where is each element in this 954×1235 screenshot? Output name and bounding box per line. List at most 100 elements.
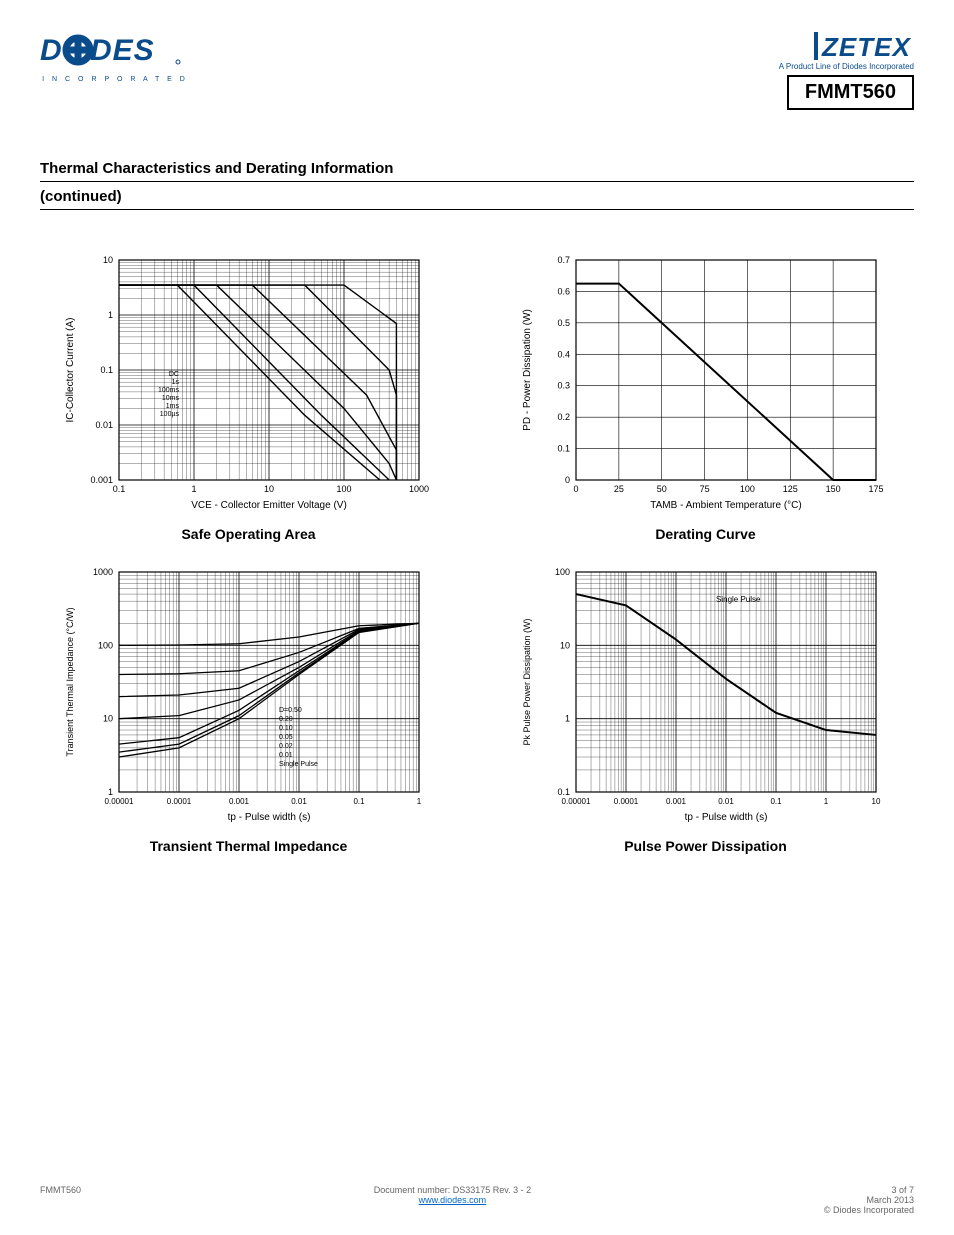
svg-text:0.05: 0.05 bbox=[279, 734, 293, 741]
svg-text:tp - Pulse width (s): tp - Pulse width (s) bbox=[227, 812, 310, 823]
svg-text:0.10: 0.10 bbox=[279, 725, 293, 732]
svg-text:1: 1 bbox=[107, 787, 112, 797]
diodes-incorporated-text: I N C O R P O R A T E D bbox=[42, 76, 188, 83]
diodes-logo: D DES I N C O R P O R A T E D bbox=[40, 30, 190, 83]
thermal-section: Thermal Characteristics and Derating Inf… bbox=[40, 160, 914, 854]
pulse-power-chart-title: Pulse Power Dissipation bbox=[497, 838, 914, 854]
svg-text:100ms: 100ms bbox=[157, 387, 179, 394]
pulse-power-chart: 0.00001 0.0001 0.001 0.01 0.1 1 10 0.1 1 10 100 tp … bbox=[516, 562, 896, 832]
svg-text:PD - Power Dissipation (W): PD - Power Dissipation (W) bbox=[522, 309, 533, 431]
svg-text:25: 25 bbox=[613, 484, 623, 494]
svg-text:0.01: 0.01 bbox=[95, 420, 113, 430]
zetex-logo: ZETEX bbox=[814, 30, 914, 64]
svg-text:1ms: 1ms bbox=[165, 403, 179, 410]
svg-text:Single Pulse: Single Pulse bbox=[716, 595, 761, 604]
svg-text:VCE - Collector Emitter Voltag: VCE - Collector Emitter Voltage (V) bbox=[191, 500, 347, 511]
svg-text:150: 150 bbox=[825, 484, 840, 494]
svg-text:10: 10 bbox=[263, 484, 273, 494]
section-continued: (continued) bbox=[40, 188, 914, 210]
svg-text:Pk Pulse Power Dissipation (W): Pk Pulse Power Dissipation (W) bbox=[522, 618, 532, 745]
svg-text:10: 10 bbox=[102, 255, 112, 265]
diodes-logo-text: D DES bbox=[40, 30, 190, 74]
footer-left: FMMT560 bbox=[40, 1185, 81, 1215]
svg-text:1000: 1000 bbox=[408, 484, 428, 494]
svg-text:100: 100 bbox=[336, 484, 351, 494]
footer-right: 3 of 7 March 2013 © Diodes Incorporated bbox=[824, 1185, 914, 1215]
footer-center: Document number: DS33175 Rev. 3 - 2 www.… bbox=[374, 1185, 531, 1215]
footer-copyright: © Diodes Incorporated bbox=[824, 1205, 914, 1215]
svg-text:1: 1 bbox=[416, 797, 421, 806]
svg-text:0.0001: 0.0001 bbox=[166, 797, 191, 806]
svg-text:0.01: 0.01 bbox=[291, 797, 307, 806]
svg-text:0.1: 0.1 bbox=[557, 444, 570, 454]
svg-text:ZETEX: ZETEX bbox=[821, 32, 911, 62]
svg-text:0.20: 0.20 bbox=[279, 716, 293, 723]
derating-chart-cell: 0 25 50 75 100 125 150 175 0 0.1 0.2 0.3 0.4 0.5 0.6 0.… bbox=[497, 250, 914, 542]
transient-chart-title: Transient Thermal Impedance bbox=[40, 838, 457, 854]
svg-text:0.7: 0.7 bbox=[557, 255, 570, 265]
svg-text:10: 10 bbox=[871, 797, 880, 806]
svg-text:1000: 1000 bbox=[92, 567, 112, 577]
svg-text:100: 100 bbox=[97, 640, 112, 650]
svg-text:0.1: 0.1 bbox=[557, 787, 570, 797]
soa-chart: 0.111010010000.0010.010.1110VCE - Collec… bbox=[59, 250, 439, 520]
svg-text:175: 175 bbox=[868, 484, 883, 494]
svg-text:0.02: 0.02 bbox=[279, 743, 293, 750]
svg-text:0.001: 0.001 bbox=[228, 797, 249, 806]
product-family-text: A Product Line of Diodes Incorporated bbox=[779, 62, 914, 71]
part-number-box: FMMT560 bbox=[787, 75, 914, 110]
footer-doc-number: Document number: DS33175 Rev. 3 - 2 bbox=[374, 1185, 531, 1195]
svg-text:100: 100 bbox=[739, 484, 754, 494]
svg-text:1: 1 bbox=[823, 797, 828, 806]
svg-text:DC: DC bbox=[168, 371, 178, 378]
svg-text:1s: 1s bbox=[171, 379, 179, 386]
svg-text:TAMB - Ambient Temperature (°C: TAMB - Ambient Temperature (°C) bbox=[650, 500, 801, 511]
derating-chart: 0 25 50 75 100 125 150 175 0 0.1 0.2 0.3 0.4 0.5 0.6 0.… bbox=[516, 250, 896, 520]
footer-page: 3 of 7 bbox=[824, 1185, 914, 1195]
soa-chart-cell: 0.111010010000.0010.010.1110VCE - Collec… bbox=[40, 250, 457, 542]
svg-text:0.00001: 0.00001 bbox=[104, 797, 133, 806]
svg-text:75: 75 bbox=[699, 484, 709, 494]
svg-text:0.01: 0.01 bbox=[718, 797, 734, 806]
svg-text:0.001: 0.001 bbox=[665, 797, 686, 806]
svg-text:D: D bbox=[40, 34, 63, 67]
svg-text:10: 10 bbox=[102, 714, 112, 724]
footer-date: March 2013 bbox=[824, 1195, 914, 1205]
derating-chart-title: Derating Curve bbox=[497, 526, 914, 542]
svg-text:0.1: 0.1 bbox=[770, 797, 782, 806]
page-header: D DES I N C O R P O R A T E D ZETEX A Pr… bbox=[40, 30, 914, 130]
svg-text:0.2: 0.2 bbox=[557, 412, 570, 422]
svg-text:10: 10 bbox=[559, 640, 569, 650]
svg-text:100: 100 bbox=[554, 567, 569, 577]
svg-text:0: 0 bbox=[564, 475, 569, 485]
svg-text:0.3: 0.3 bbox=[557, 381, 570, 391]
svg-text:0.4: 0.4 bbox=[557, 349, 570, 359]
transient-chart-cell: 0.000010.00010.0010.010.111101001000tp -… bbox=[40, 562, 457, 854]
svg-text:0: 0 bbox=[573, 484, 578, 494]
svg-text:0.5: 0.5 bbox=[557, 318, 570, 328]
svg-text:50: 50 bbox=[656, 484, 666, 494]
footer-link[interactable]: www.diodes.com bbox=[419, 1195, 487, 1205]
svg-text:1: 1 bbox=[564, 714, 569, 724]
page-footer: FMMT560 Document number: DS33175 Rev. 3 … bbox=[40, 1185, 914, 1215]
svg-text:10ms: 10ms bbox=[161, 395, 179, 402]
section-title: Thermal Characteristics and Derating Inf… bbox=[40, 160, 914, 182]
svg-text:0.6: 0.6 bbox=[557, 286, 570, 296]
right-header: ZETEX A Product Line of Diodes Incorpora… bbox=[779, 30, 914, 110]
svg-text:0.00001: 0.00001 bbox=[561, 797, 590, 806]
svg-text:DES: DES bbox=[90, 34, 155, 67]
svg-text:125: 125 bbox=[782, 484, 797, 494]
svg-text:1: 1 bbox=[107, 310, 112, 320]
svg-text:0.1: 0.1 bbox=[112, 484, 125, 494]
svg-text:0.01: 0.01 bbox=[279, 752, 293, 759]
transient-chart: 0.000010.00010.0010.010.111101001000tp -… bbox=[59, 562, 439, 832]
svg-text:1: 1 bbox=[191, 484, 196, 494]
svg-text:Single Pulse: Single Pulse bbox=[279, 761, 318, 768]
svg-text:0.0001: 0.0001 bbox=[613, 797, 638, 806]
svg-text:IC-Collector Current (A): IC-Collector Current (A) bbox=[65, 317, 76, 422]
svg-text:100µs: 100µs bbox=[159, 411, 179, 418]
svg-text:tp - Pulse width (s): tp - Pulse width (s) bbox=[684, 812, 767, 823]
soa-chart-title: Safe Operating Area bbox=[40, 526, 457, 542]
svg-text:D=0.50: D=0.50 bbox=[279, 707, 302, 714]
charts-grid: 0.111010010000.0010.010.1110VCE - Collec… bbox=[40, 250, 914, 854]
